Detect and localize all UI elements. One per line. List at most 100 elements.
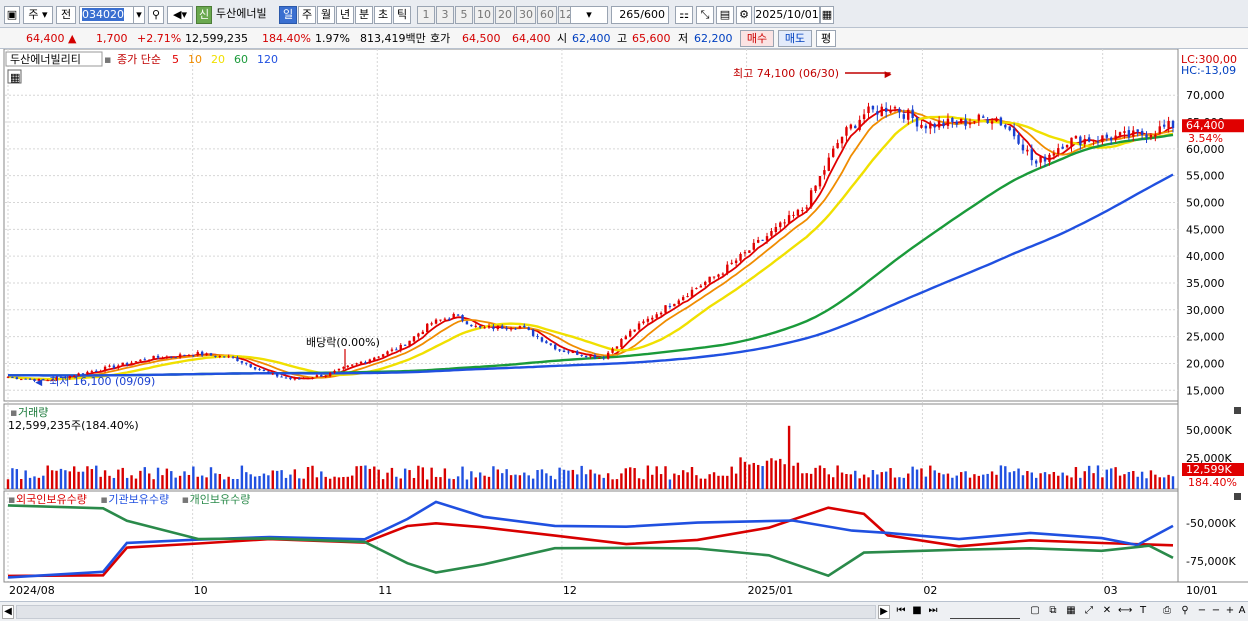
zoom-icon[interactable]: ⚲ [1181, 605, 1189, 616]
market-select[interactable]: 주 ▾ [23, 6, 53, 24]
interval-tab-5[interactable]: 5 [455, 6, 473, 24]
volume-bar [200, 475, 204, 489]
rewind-icon[interactable]: ⏮ [896, 605, 906, 616]
eval-button[interactable]: 평 [816, 30, 836, 47]
interval-tab-1[interactable]: 1 [417, 6, 435, 24]
code-dropdown-icon[interactable]: ▾ [133, 6, 145, 24]
candle-body [637, 323, 641, 330]
candle-body [1167, 120, 1170, 129]
period-tab-0[interactable]: 일 [279, 6, 297, 24]
candle-body [178, 354, 182, 358]
interval-tab-60[interactable]: 60 [537, 6, 557, 24]
volume-bar [1167, 474, 1170, 489]
layout-icon[interactable]: ▢ [1030, 605, 1040, 616]
volume-bar [717, 475, 720, 489]
x-axis-label: 2025/01 [748, 584, 794, 597]
volume-bar [651, 474, 654, 489]
period-tab-3[interactable]: 년 [336, 6, 354, 24]
period-tab-6[interactable]: 틱 [393, 6, 411, 24]
copy-icon[interactable]: ⧉ [1049, 605, 1057, 616]
grid-icon[interactable]: ▦ [1066, 605, 1076, 616]
candle-body [465, 321, 469, 325]
volume-bar [381, 479, 385, 489]
interval-dropdown[interactable]: ▾ [570, 6, 608, 24]
candle-type-icon[interactable]: ⚏ [675, 6, 693, 24]
volume-bar [271, 470, 274, 489]
date-input[interactable]: 2025/10/01 [754, 6, 820, 24]
period-tab-2[interactable]: 월 [317, 6, 335, 24]
period-tab-1[interactable]: 주 [298, 6, 316, 24]
count-value: 265 [619, 8, 641, 21]
volume-bar [262, 473, 266, 489]
candle-body [562, 350, 566, 352]
gear-icon[interactable]: ⚙ [736, 6, 752, 24]
cursor-icon[interactable]: ⤢ [1085, 605, 1093, 616]
volume-bar [699, 478, 703, 489]
holdings-tick-label: -75,000K [1186, 555, 1236, 568]
count-input[interactable]: 265/600 [611, 6, 669, 24]
volume-bar [589, 469, 592, 489]
candle-body [1110, 137, 1113, 141]
zoom-out-icon[interactable]: − [1197, 605, 1207, 616]
print-icon[interactable]: ⎙ [1163, 605, 1171, 616]
volume-bar [664, 466, 667, 489]
volume-bar [752, 462, 755, 489]
legend-marker: ▪ [104, 53, 111, 66]
measure-icon[interactable]: ⟷ [1118, 605, 1133, 616]
stock-code-input[interactable]: 034020 [79, 6, 145, 24]
window-menu-icon[interactable]: ▣ [4, 6, 20, 24]
volume-bar [333, 476, 336, 489]
interval-tab-10[interactable]: 10 [474, 6, 494, 24]
holdings-tick-label: -50,000K [1186, 517, 1236, 530]
prev-button[interactable]: 전 [56, 6, 76, 24]
cross-icon[interactable]: ✕ [1102, 605, 1112, 616]
interval-tab-20[interactable]: 20 [495, 6, 515, 24]
candle-body [946, 118, 950, 126]
volume-bar [28, 477, 32, 489]
period-tab-5[interactable]: 초 [374, 6, 392, 24]
stock-chart[interactable]: 70,00065,00060,00055,00050,00045,00040,0… [0, 49, 1248, 601]
candle-body [196, 352, 199, 356]
candle-body [417, 333, 420, 337]
volume-bar [805, 473, 808, 489]
scroll-right-icon[interactable]: ▶ [878, 605, 890, 619]
search-icon[interactable]: ⚲ [148, 6, 164, 24]
save-icon[interactable]: ▤ [716, 6, 734, 24]
zoom-slider[interactable] [950, 605, 1020, 619]
candle-body [320, 374, 323, 377]
candle-body [783, 222, 786, 224]
scroll-left-icon[interactable]: ◀ [2, 605, 14, 619]
minus-icon[interactable]: − [1211, 605, 1221, 616]
volume-bar [1043, 472, 1047, 489]
text-icon[interactable]: T [1139, 605, 1147, 616]
candle-body [174, 357, 177, 359]
candle-body [99, 370, 102, 372]
dividend-annotation: 배당락(0.00%) [306, 336, 380, 349]
ma-label: 종가 단순 [117, 53, 161, 66]
scrollbar-track[interactable] [16, 605, 876, 619]
ma-line-120 [7, 173, 1174, 377]
candle-body [832, 148, 835, 157]
line-tool-icon[interactable]: ⤡ [696, 6, 714, 24]
interval-tab-30[interactable]: 30 [516, 6, 536, 24]
volume-bar [518, 475, 522, 489]
candle-body [792, 214, 795, 216]
interval-tab-3[interactable]: 3 [436, 6, 454, 24]
plus-icon[interactable]: + [1225, 605, 1235, 616]
volume-bar [492, 466, 495, 489]
forward-icon[interactable]: ⏭ [928, 605, 938, 616]
volume-bar [924, 476, 928, 489]
volume-bar [642, 479, 645, 489]
buy-button[interactable]: 매수 [740, 30, 774, 47]
auto-scale-icon[interactable]: A [1238, 605, 1246, 616]
calendar-icon[interactable]: ▦ [820, 6, 834, 24]
sell-button[interactable]: 매도 [778, 30, 812, 47]
volume-bar [761, 466, 764, 489]
period-tab-4[interactable]: 분 [355, 6, 373, 24]
volume-bar [999, 465, 1003, 489]
stop-icon[interactable]: ■ [912, 605, 922, 616]
sound-icon[interactable]: ◀▾ [167, 6, 193, 24]
candle-body [95, 370, 98, 372]
high-price: 65,600 [632, 32, 671, 45]
candle-body [514, 328, 517, 330]
